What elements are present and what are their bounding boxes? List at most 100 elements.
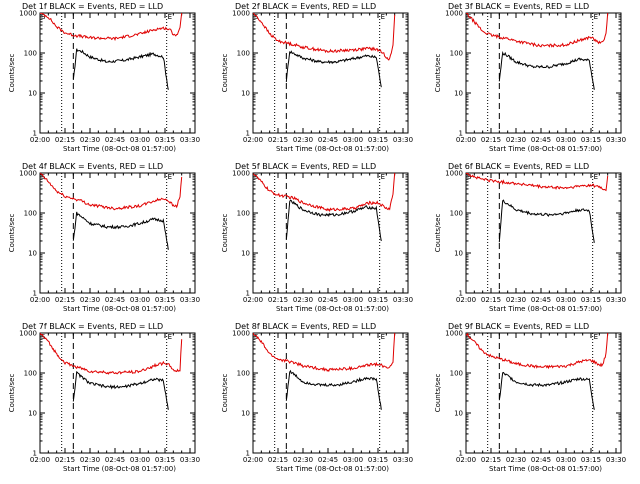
plot-frame [39, 12, 196, 134]
x-axis-label: Start Time (08-Oct-08 01:57:00) [489, 145, 602, 153]
x-tick-label: 02:45 [105, 136, 125, 144]
x-tick-label: 03:15 [155, 136, 175, 144]
x-tick-label: 02:00 [243, 296, 263, 304]
y-tick-label: 100 [237, 210, 250, 218]
chart-svg: Det 1f BLACK = Events, RED = LLD 1 10 100 10… [8, 2, 200, 153]
x-tick-label: 02:45 [318, 136, 338, 144]
chart-svg: Det 4f BLACK = Events, RED = LLD 1 10 100 10… [8, 162, 200, 313]
y-tick-label: 100 [237, 370, 250, 378]
events-series-line [72, 48, 169, 90]
x-axis-label: Start Time (08-Oct-08 01:57:00) [63, 305, 176, 313]
chart-title: Det 8f BLACK = Events, RED = LLD [235, 322, 376, 331]
events-series-line [285, 199, 382, 242]
x-tick-label: 03:00 [556, 296, 576, 304]
x-axis-label: Start Time (08-Oct-08 01:57:00) [276, 305, 389, 313]
x-tick-label: 02:45 [318, 456, 338, 464]
x-tick-label: 02:30 [506, 456, 526, 464]
y-tick-label: 1 [459, 290, 463, 298]
lld-series-line [253, 333, 396, 373]
x-tick-label: 03:30 [393, 456, 413, 464]
events-series-line [498, 199, 595, 243]
x-axis-label: Start Time (08-Oct-08 01:57:00) [489, 305, 602, 313]
plot-frame [252, 172, 409, 294]
x-tick-label: 03:15 [581, 136, 601, 144]
end-marker-label: E [381, 173, 385, 181]
chart-panel: Det 5f BLACK = Events, RED = LLD 1 10 100 10… [213, 160, 426, 320]
chart-panel: Det 7f BLACK = Events, RED = LLD 1 10 100 10… [0, 320, 213, 480]
y-tick-label: 1 [246, 130, 250, 138]
end-marker-label: E [594, 13, 598, 21]
lld-series-line [253, 173, 396, 213]
lld-series-line [253, 13, 396, 61]
y-tick-label: 1 [459, 130, 463, 138]
x-tick-label: 02:45 [531, 456, 551, 464]
x-axis-label: Start Time (08-Oct-08 01:57:00) [63, 145, 176, 153]
x-tick-label: 03:15 [155, 296, 175, 304]
x-axis-label: Start Time (08-Oct-08 01:57:00) [489, 465, 602, 473]
y-tick-label: 10 [28, 410, 37, 418]
x-tick-label: 02:45 [531, 136, 551, 144]
x-tick-label: 03:15 [581, 456, 601, 464]
x-tick-label: 02:15 [268, 456, 288, 464]
x-tick-label: 02:00 [30, 136, 50, 144]
x-tick-label: 02:15 [481, 136, 501, 144]
lld-series-line [466, 333, 609, 370]
y-tick-label: 100 [450, 210, 463, 218]
chart-title: Det 9f BLACK = Events, RED = LLD [448, 322, 589, 331]
chart-title: Det 5f BLACK = Events, RED = LLD [235, 162, 376, 171]
y-tick-label: 10 [28, 90, 37, 98]
chart-title: Det 7f BLACK = Events, RED = LLD [22, 322, 163, 331]
plot-frame [465, 172, 622, 294]
y-tick-label: 10 [241, 90, 250, 98]
x-tick-label: 03:00 [130, 456, 150, 464]
x-tick-label: 02:00 [456, 296, 476, 304]
x-tick-label: 02:30 [80, 456, 100, 464]
chart-svg: Det 3f BLACK = Events, RED = LLD 1 10 100 10… [434, 2, 626, 153]
y-tick-label: 10 [241, 250, 250, 258]
end-marker-label: E [381, 13, 385, 21]
y-axis-label: Counts/sec [434, 214, 442, 253]
y-tick-label: 1000 [19, 170, 37, 178]
y-tick-label: 10 [454, 410, 463, 418]
x-tick-label: 02:00 [30, 296, 50, 304]
y-tick-label: 1000 [232, 330, 250, 338]
y-tick-label: 1 [33, 450, 37, 458]
x-tick-label: 02:45 [105, 296, 125, 304]
y-tick-label: 100 [450, 50, 463, 58]
chart-title: Det 2f BLACK = Events, RED = LLD [235, 2, 376, 11]
y-axis-label: Counts/sec [434, 374, 442, 413]
x-tick-label: 03:00 [130, 136, 150, 144]
chart-svg: Det 5f BLACK = Events, RED = LLD 1 10 100 10… [221, 162, 413, 313]
lld-series-line [40, 333, 183, 375]
x-tick-label: 03:15 [155, 456, 175, 464]
lld-series-line [40, 173, 183, 211]
y-tick-label: 10 [241, 410, 250, 418]
x-tick-label: 02:15 [55, 296, 75, 304]
x-tick-label: 02:30 [506, 136, 526, 144]
x-tick-label: 02:30 [80, 296, 100, 304]
x-tick-label: 03:00 [343, 136, 363, 144]
x-tick-label: 02:15 [268, 296, 288, 304]
x-tick-label: 02:00 [456, 456, 476, 464]
events-series-line [72, 211, 169, 250]
x-tick-label: 02:00 [243, 136, 263, 144]
events-series-line [498, 371, 595, 410]
lld-series-line [40, 13, 183, 42]
chart-svg: Det 9f BLACK = Events, RED = LLD 1 10 100 10… [434, 322, 626, 473]
x-tick-label: 02:15 [55, 136, 75, 144]
x-tick-label: 03:30 [393, 296, 413, 304]
x-tick-label: 03:15 [368, 136, 388, 144]
start-marker-label: S [467, 173, 472, 181]
y-tick-label: 1000 [445, 330, 463, 338]
lld-series-line [466, 173, 609, 192]
x-tick-label: 02:15 [481, 456, 501, 464]
y-tick-label: 1000 [19, 330, 37, 338]
y-axis-label: Counts/sec [434, 54, 442, 93]
chart-title: Det 1f BLACK = Events, RED = LLD [22, 2, 163, 11]
plot-frame [465, 12, 622, 134]
plot-frame [39, 172, 196, 294]
x-tick-label: 02:45 [531, 296, 551, 304]
y-tick-label: 1000 [232, 10, 250, 18]
x-axis-label: Start Time (08-Oct-08 01:57:00) [276, 465, 389, 473]
